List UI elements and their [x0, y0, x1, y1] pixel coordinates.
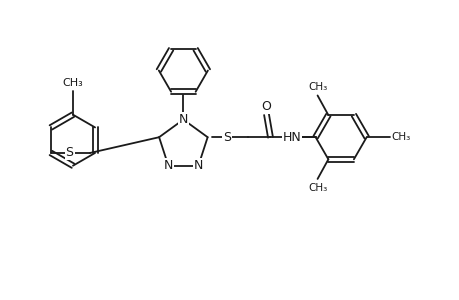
Text: CH₃: CH₃	[307, 183, 326, 193]
Text: N: N	[178, 113, 188, 126]
Text: O: O	[261, 100, 271, 113]
Text: CH₃: CH₃	[391, 132, 410, 142]
Text: N: N	[163, 159, 173, 172]
Text: CH₃: CH₃	[62, 78, 83, 88]
Text: S: S	[223, 131, 231, 144]
Text: HN: HN	[282, 131, 301, 144]
Text: CH₃: CH₃	[307, 82, 326, 92]
Text: S: S	[65, 146, 73, 159]
Text: N: N	[193, 159, 202, 172]
